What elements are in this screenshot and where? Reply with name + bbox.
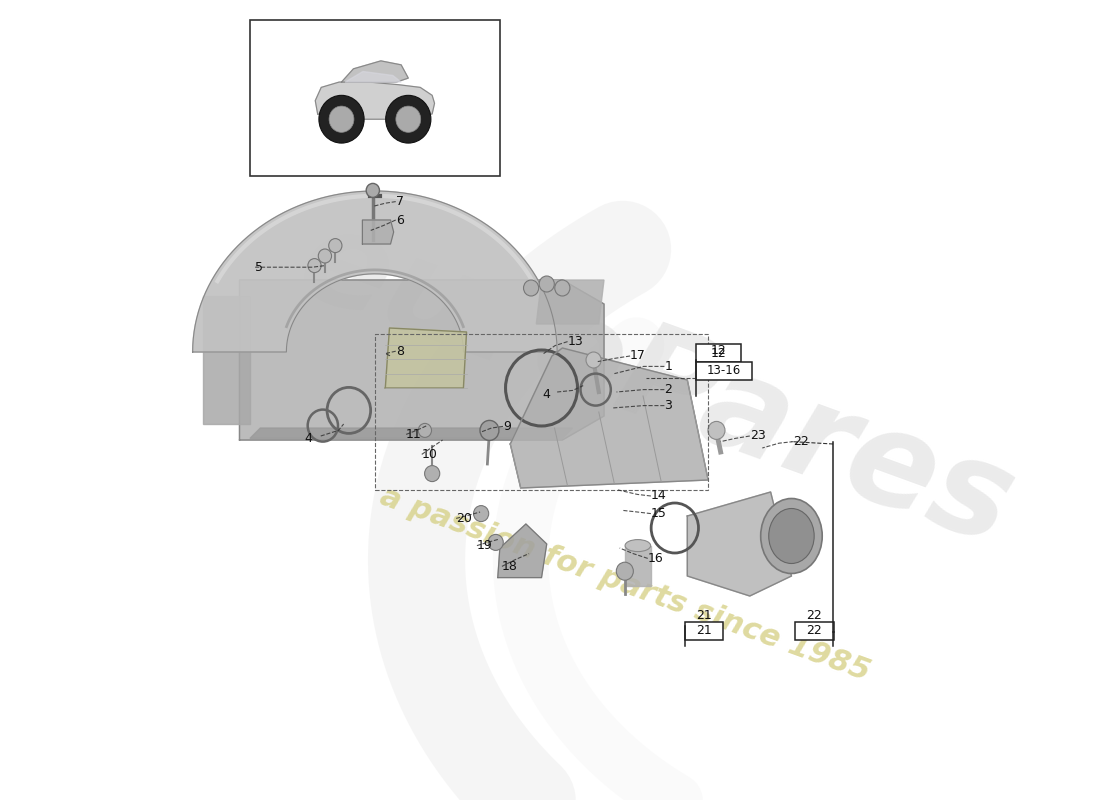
Text: 13-16: 13-16 <box>707 365 741 378</box>
Text: 22: 22 <box>806 610 823 622</box>
Circle shape <box>708 422 725 439</box>
Ellipse shape <box>769 509 814 563</box>
Bar <box>695 362 752 380</box>
Text: 6: 6 <box>396 214 404 226</box>
Text: 9: 9 <box>503 420 510 433</box>
Circle shape <box>616 562 634 580</box>
Polygon shape <box>250 428 573 438</box>
Text: 5: 5 <box>255 261 263 274</box>
Text: 20: 20 <box>456 512 472 525</box>
Circle shape <box>488 534 504 550</box>
Circle shape <box>396 106 420 132</box>
Text: 4: 4 <box>305 432 312 445</box>
Bar <box>695 344 741 362</box>
Circle shape <box>524 280 539 296</box>
Text: 22: 22 <box>793 435 810 448</box>
Text: 17: 17 <box>630 350 646 362</box>
Text: 19: 19 <box>477 539 493 552</box>
Text: 12: 12 <box>711 347 726 360</box>
Text: 13: 13 <box>568 335 583 348</box>
Text: euroPares: euroPares <box>282 196 1030 572</box>
Circle shape <box>308 258 321 273</box>
Polygon shape <box>192 191 557 352</box>
Polygon shape <box>688 492 791 596</box>
Polygon shape <box>537 280 604 324</box>
Text: 4: 4 <box>542 388 551 401</box>
Text: 2: 2 <box>664 383 672 396</box>
Polygon shape <box>316 82 434 119</box>
Ellipse shape <box>625 540 650 552</box>
Circle shape <box>418 423 431 438</box>
Circle shape <box>366 183 379 198</box>
Circle shape <box>386 95 431 143</box>
Text: 21: 21 <box>696 625 712 638</box>
Bar <box>250 20 499 176</box>
Circle shape <box>318 249 331 263</box>
Circle shape <box>586 352 602 368</box>
Text: 1: 1 <box>664 360 672 373</box>
Ellipse shape <box>761 498 822 574</box>
Bar <box>794 622 834 640</box>
Circle shape <box>554 280 570 296</box>
Polygon shape <box>498 524 547 578</box>
Text: 16: 16 <box>648 552 663 565</box>
Text: 18: 18 <box>502 560 518 573</box>
Text: 3: 3 <box>664 399 672 412</box>
Text: 11: 11 <box>406 428 422 441</box>
Circle shape <box>539 276 554 292</box>
Text: 8: 8 <box>396 345 404 358</box>
Text: 7: 7 <box>396 195 404 208</box>
Bar <box>685 622 723 640</box>
Text: a passion for parts since 1985: a passion for parts since 1985 <box>376 482 873 686</box>
Polygon shape <box>240 280 604 440</box>
Text: 15: 15 <box>651 507 667 520</box>
Circle shape <box>473 506 488 522</box>
Polygon shape <box>625 546 651 586</box>
Circle shape <box>425 466 440 482</box>
Polygon shape <box>385 328 466 388</box>
Text: 22: 22 <box>806 625 823 638</box>
Circle shape <box>480 421 499 440</box>
Bar <box>375 334 708 490</box>
Text: 23: 23 <box>750 430 766 442</box>
Text: 21: 21 <box>696 610 712 622</box>
Polygon shape <box>362 220 394 244</box>
Text: 12: 12 <box>711 344 726 357</box>
Circle shape <box>329 238 342 253</box>
Text: 10: 10 <box>421 448 438 461</box>
Polygon shape <box>204 296 250 424</box>
Polygon shape <box>510 348 708 488</box>
Text: 14: 14 <box>651 490 667 502</box>
Circle shape <box>319 95 364 143</box>
Polygon shape <box>341 61 408 82</box>
Polygon shape <box>345 71 401 82</box>
Circle shape <box>329 106 354 132</box>
